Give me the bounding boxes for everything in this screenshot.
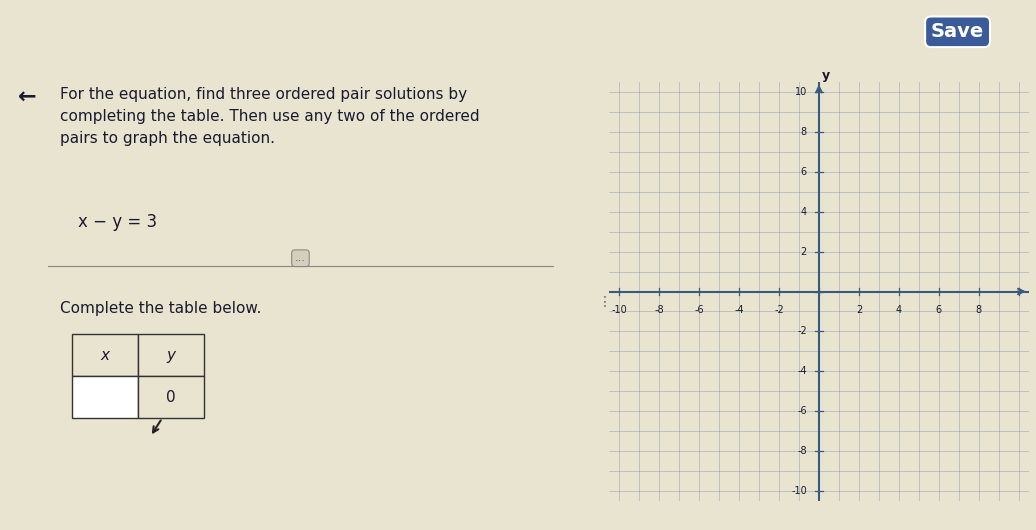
Text: -2: -2 — [798, 326, 807, 337]
Text: x: x — [100, 348, 110, 363]
Text: 4: 4 — [801, 207, 807, 217]
Text: -4: -4 — [735, 305, 744, 315]
Text: Save: Save — [931, 22, 984, 41]
FancyBboxPatch shape — [138, 334, 204, 376]
Text: -2: -2 — [774, 305, 784, 315]
Text: Complete the table below.: Complete the table below. — [60, 302, 261, 316]
Text: 8: 8 — [801, 127, 807, 137]
Text: 10: 10 — [795, 87, 807, 96]
Text: x − y = 3: x − y = 3 — [78, 213, 157, 231]
Text: For the equation, find three ordered pair solutions by
completing the table. The: For the equation, find three ordered pai… — [60, 87, 480, 146]
Text: 2: 2 — [801, 246, 807, 257]
Text: -4: -4 — [798, 366, 807, 376]
FancyBboxPatch shape — [73, 334, 138, 376]
FancyBboxPatch shape — [138, 376, 204, 418]
Text: -10: -10 — [611, 305, 627, 315]
Text: -10: -10 — [792, 487, 807, 496]
Text: 8: 8 — [976, 305, 982, 315]
Text: ⋮: ⋮ — [598, 295, 612, 309]
Text: ←: ← — [18, 87, 36, 107]
Text: -6: -6 — [798, 407, 807, 417]
Text: 0: 0 — [167, 390, 176, 404]
Text: 6: 6 — [801, 166, 807, 176]
Text: y: y — [167, 348, 176, 363]
Text: 2: 2 — [856, 305, 862, 315]
Text: -8: -8 — [655, 305, 664, 315]
Text: -8: -8 — [798, 446, 807, 456]
Text: 4: 4 — [896, 305, 902, 315]
Text: 6: 6 — [936, 305, 942, 315]
Text: y: y — [822, 69, 830, 82]
Text: -6: -6 — [694, 305, 703, 315]
FancyBboxPatch shape — [73, 376, 138, 418]
Text: ...: ... — [295, 253, 306, 263]
